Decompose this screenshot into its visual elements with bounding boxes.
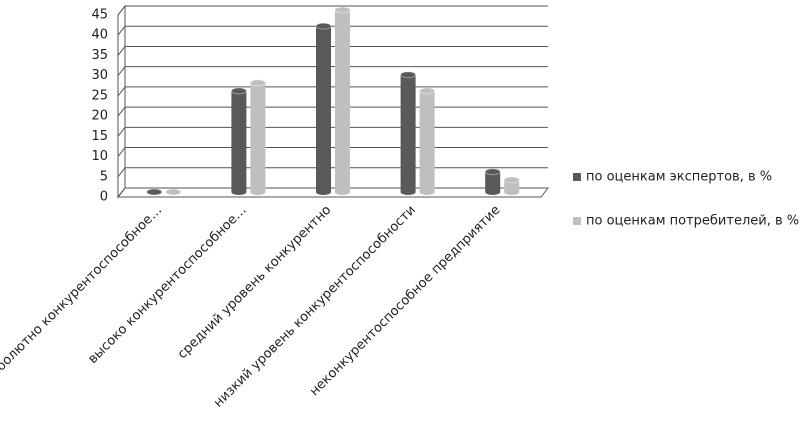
bar-body — [400, 74, 416, 192]
grid-line-side — [117, 25, 126, 36]
grid-line-side — [117, 167, 126, 178]
bar-base — [335, 189, 350, 195]
bar — [484, 168, 501, 195]
bar-top — [484, 168, 501, 176]
y-tick-label: 15 — [91, 129, 108, 144]
y-tick-label: 20 — [91, 109, 108, 124]
y-tick-label: 10 — [91, 149, 108, 164]
grid-line-side — [117, 5, 126, 16]
bar-body — [316, 26, 331, 192]
x-tick-label: средний уровень конкурентно — [175, 203, 334, 362]
bar — [419, 87, 436, 195]
legend-swatch — [573, 173, 581, 181]
bar — [503, 176, 520, 195]
bar-base — [400, 189, 416, 195]
bar-top — [315, 22, 332, 30]
bar-base — [419, 189, 435, 195]
bar — [230, 87, 247, 195]
bar-base — [485, 189, 501, 195]
x-tick-label: аболютно конкурентоспособное… — [0, 203, 165, 380]
y-tick-label: 0 — [100, 190, 108, 205]
grid-line-side — [117, 187, 126, 198]
y-tick-label: 35 — [91, 48, 108, 63]
grid-line-side — [117, 106, 126, 117]
bar-top — [334, 6, 351, 14]
bar — [146, 188, 163, 196]
y-tick-label: 25 — [91, 88, 108, 103]
x-tick-label: неконкурентоспособное предприятие — [307, 203, 503, 399]
grid-line-side — [117, 66, 126, 76]
bar — [165, 188, 182, 196]
bar — [249, 79, 266, 195]
bar-top — [146, 188, 163, 196]
bar-top — [165, 188, 182, 196]
bar — [400, 71, 417, 195]
y-tick-label: 40 — [91, 28, 108, 43]
bar-base — [250, 189, 266, 195]
bar-body — [250, 82, 266, 192]
floor — [116, 187, 550, 198]
legend-label: по оценкам экспертов, в % — [586, 170, 772, 185]
legend-label: по оценкам потребителей, в % — [586, 214, 799, 229]
y-tick-label: 45 — [91, 8, 108, 23]
bar-body — [419, 90, 435, 192]
bar — [334, 6, 351, 195]
legend-swatch — [573, 217, 581, 225]
bar-top — [400, 71, 417, 79]
bar-top — [419, 87, 436, 95]
y-tick-label: 5 — [100, 169, 108, 184]
bar-top — [249, 79, 266, 87]
bar-base — [504, 189, 520, 195]
bar-top — [230, 87, 247, 95]
bar-top — [503, 176, 520, 184]
bar-body — [504, 179, 520, 192]
bar-base — [316, 189, 331, 195]
grid-line-side — [117, 46, 126, 56]
y-tick-label: 30 — [91, 68, 108, 83]
bar-body — [335, 10, 350, 192]
grid-line-side — [117, 86, 126, 97]
grid-line-side — [117, 147, 126, 157]
grid-line-side — [117, 127, 126, 137]
bar-base — [231, 189, 247, 195]
x-tick-label: высоко конкурентоспособное… — [85, 203, 249, 367]
bar — [315, 22, 332, 195]
bar-body — [231, 90, 247, 192]
bar-body — [485, 171, 501, 192]
